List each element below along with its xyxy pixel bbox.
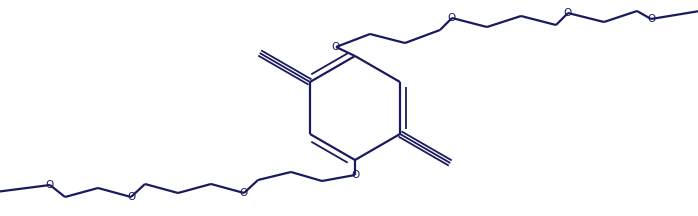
Text: O: O: [647, 14, 655, 24]
Text: O: O: [240, 188, 248, 198]
Text: O: O: [332, 42, 340, 52]
Text: O: O: [46, 180, 54, 190]
Text: O: O: [351, 170, 359, 180]
Text: O: O: [448, 13, 456, 23]
Text: O: O: [564, 8, 572, 18]
Text: O: O: [127, 192, 135, 202]
